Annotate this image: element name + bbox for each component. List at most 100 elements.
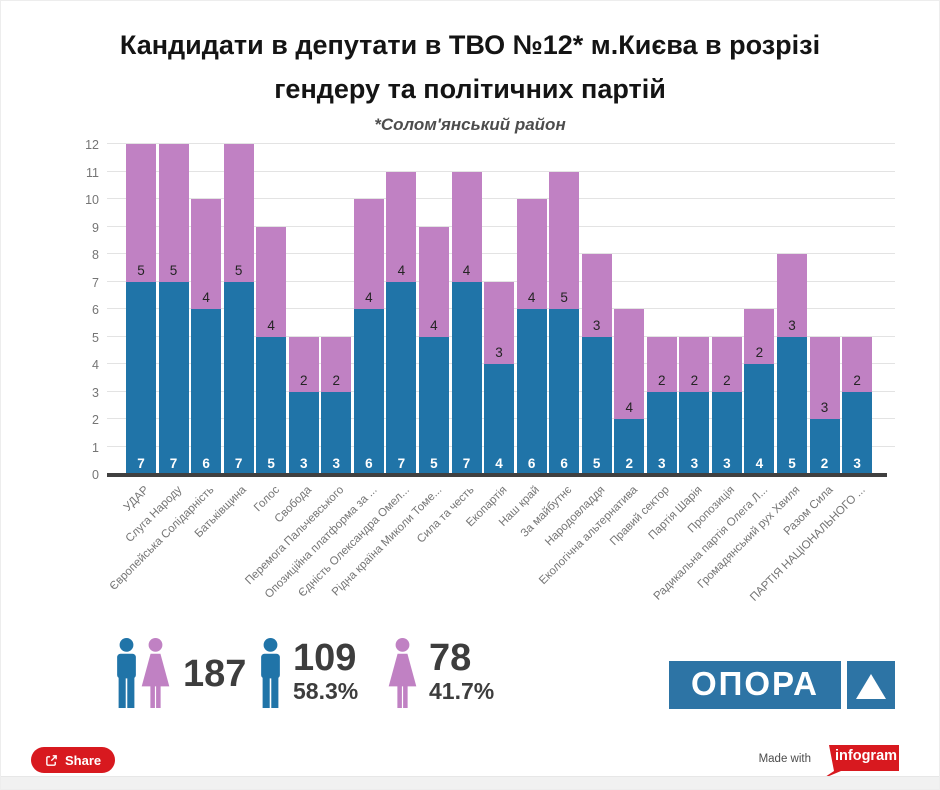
bar-female-segment <box>549 171 580 309</box>
stat-total: 187 <box>113 638 246 709</box>
y-tick-label: 6 <box>92 303 99 317</box>
x-tick-label: УДАР <box>121 484 152 514</box>
female-value-label: 2 <box>658 372 666 388</box>
bar-male-segment <box>353 309 384 474</box>
female-value-label: 5 <box>169 262 178 278</box>
x-tick-label: Голос <box>251 484 282 515</box>
bar-female-segment <box>353 199 384 309</box>
male-value-label: 2 <box>625 456 633 471</box>
bar-male-segment <box>679 391 710 474</box>
x-axis-line <box>107 473 887 477</box>
male-value-label: 7 <box>462 456 471 471</box>
bar-male-segment <box>158 281 189 474</box>
bar-female-segment <box>191 199 222 309</box>
male-value-label: 3 <box>723 456 731 471</box>
bar-male-segment <box>842 391 873 474</box>
female-value-label: 3 <box>592 317 601 333</box>
female-icon <box>141 638 170 709</box>
female-value-label: 2 <box>299 372 308 388</box>
gridline <box>107 198 895 199</box>
male-value-label: 3 <box>332 456 341 471</box>
bar-female-segment <box>418 226 449 337</box>
bar-male-segment <box>256 336 287 474</box>
total-count: 187 <box>183 652 247 695</box>
y-tick-label: 4 <box>92 358 99 372</box>
female-value-label: 2 <box>690 372 699 388</box>
y-tick-label: 3 <box>92 385 99 400</box>
male-value-label: 3 <box>658 456 666 471</box>
bar-male-segment <box>288 391 319 474</box>
bar-female-segment <box>842 336 873 392</box>
gridline <box>107 225 895 227</box>
bar-female-segment <box>386 171 417 282</box>
y-tick-label: 2 <box>92 413 99 427</box>
female-icon <box>388 638 417 709</box>
male-value-label: 3 <box>690 456 699 471</box>
bar-female-segment <box>809 336 840 419</box>
opora-logo: ОПОРА <box>669 661 895 709</box>
gridline <box>107 170 895 172</box>
gridline <box>107 143 895 144</box>
bar-male-segment <box>126 281 156 474</box>
female-value-label: 2 <box>853 372 861 388</box>
bar-female-segment <box>223 144 254 282</box>
bar-female-segment <box>484 281 515 364</box>
female-value-label: 2 <box>332 372 341 388</box>
male-icon <box>117 638 136 709</box>
female-count: 78 <box>429 637 472 679</box>
bar-male-segment <box>484 364 515 474</box>
female-value-label: 4 <box>365 290 373 305</box>
plot-area: 0 1 2 3 4 5 6 7 8 9 10 11 12 7 5 7 5 6 4 7 5 5 4 3 2 3 2 6 4 7 4 5 4 7 4 4 3… <box>85 138 895 482</box>
page-title: Кандидати в депутати в ТВО №12* м.Києва … <box>1 23 939 111</box>
male-count: 109 <box>293 637 357 679</box>
male-percent: 58.3% <box>293 678 359 704</box>
y-tick-label: 5 <box>92 330 99 345</box>
gridline <box>107 253 895 254</box>
bar-male-segment <box>418 336 449 474</box>
bar-male-segment <box>646 391 677 474</box>
bar-female-segment <box>256 226 287 337</box>
bar-female-segment <box>321 336 352 392</box>
opora-logo-mark <box>847 661 895 709</box>
male-value-label: 2 <box>820 456 829 471</box>
female-value-label: 2 <box>723 372 731 388</box>
male-value-label: 7 <box>137 456 145 471</box>
bar-female-segment <box>614 309 645 419</box>
couple-icon <box>113 638 173 709</box>
y-tick-label: 7 <box>92 275 99 290</box>
female-value-label: 4 <box>267 317 275 333</box>
bar-male-segment <box>581 336 612 474</box>
bottom-strip <box>1 776 939 789</box>
title-line-1: Кандидати в депутати в ТВО №12* м.Києва … <box>119 30 821 60</box>
x-tick-label: Сила та честь <box>415 484 477 546</box>
stat-female: 78 41.7% <box>385 638 494 709</box>
male-value-label: 7 <box>234 456 243 471</box>
male-value-label: 7 <box>397 456 406 471</box>
y-tick-label: 11 <box>86 165 99 180</box>
y-tick-label: 1 <box>92 440 99 455</box>
bar-male-segment <box>744 364 775 474</box>
bar-female-segment <box>516 199 547 309</box>
male-value-label: 6 <box>527 456 536 471</box>
female-value-label: 4 <box>527 290 536 305</box>
y-tick-label: 9 <box>92 220 99 235</box>
male-value-label: 4 <box>495 456 503 471</box>
y-tick-label: 12 <box>85 138 99 152</box>
bar-male-segment <box>223 281 254 474</box>
infogram-logo[interactable]: infogram <box>819 744 899 780</box>
y-tick-label: 10 <box>85 193 99 207</box>
female-percent: 41.7% <box>429 678 495 704</box>
share-button[interactable]: Share <box>31 747 116 773</box>
bar-male-segment <box>711 391 742 474</box>
male-value-label: 5 <box>267 456 275 471</box>
infogram-flag-icon <box>822 745 899 779</box>
male-value-label: 3 <box>299 456 308 471</box>
female-value-label: 3 <box>788 317 796 333</box>
chart-subtitle: *Солом'янський район <box>374 115 566 134</box>
male-value-label: 7 <box>169 456 178 471</box>
male-icon <box>261 638 280 709</box>
bar-female-segment <box>646 336 677 392</box>
bar-male-segment <box>614 419 645 474</box>
female-value-label: 3 <box>495 345 503 360</box>
